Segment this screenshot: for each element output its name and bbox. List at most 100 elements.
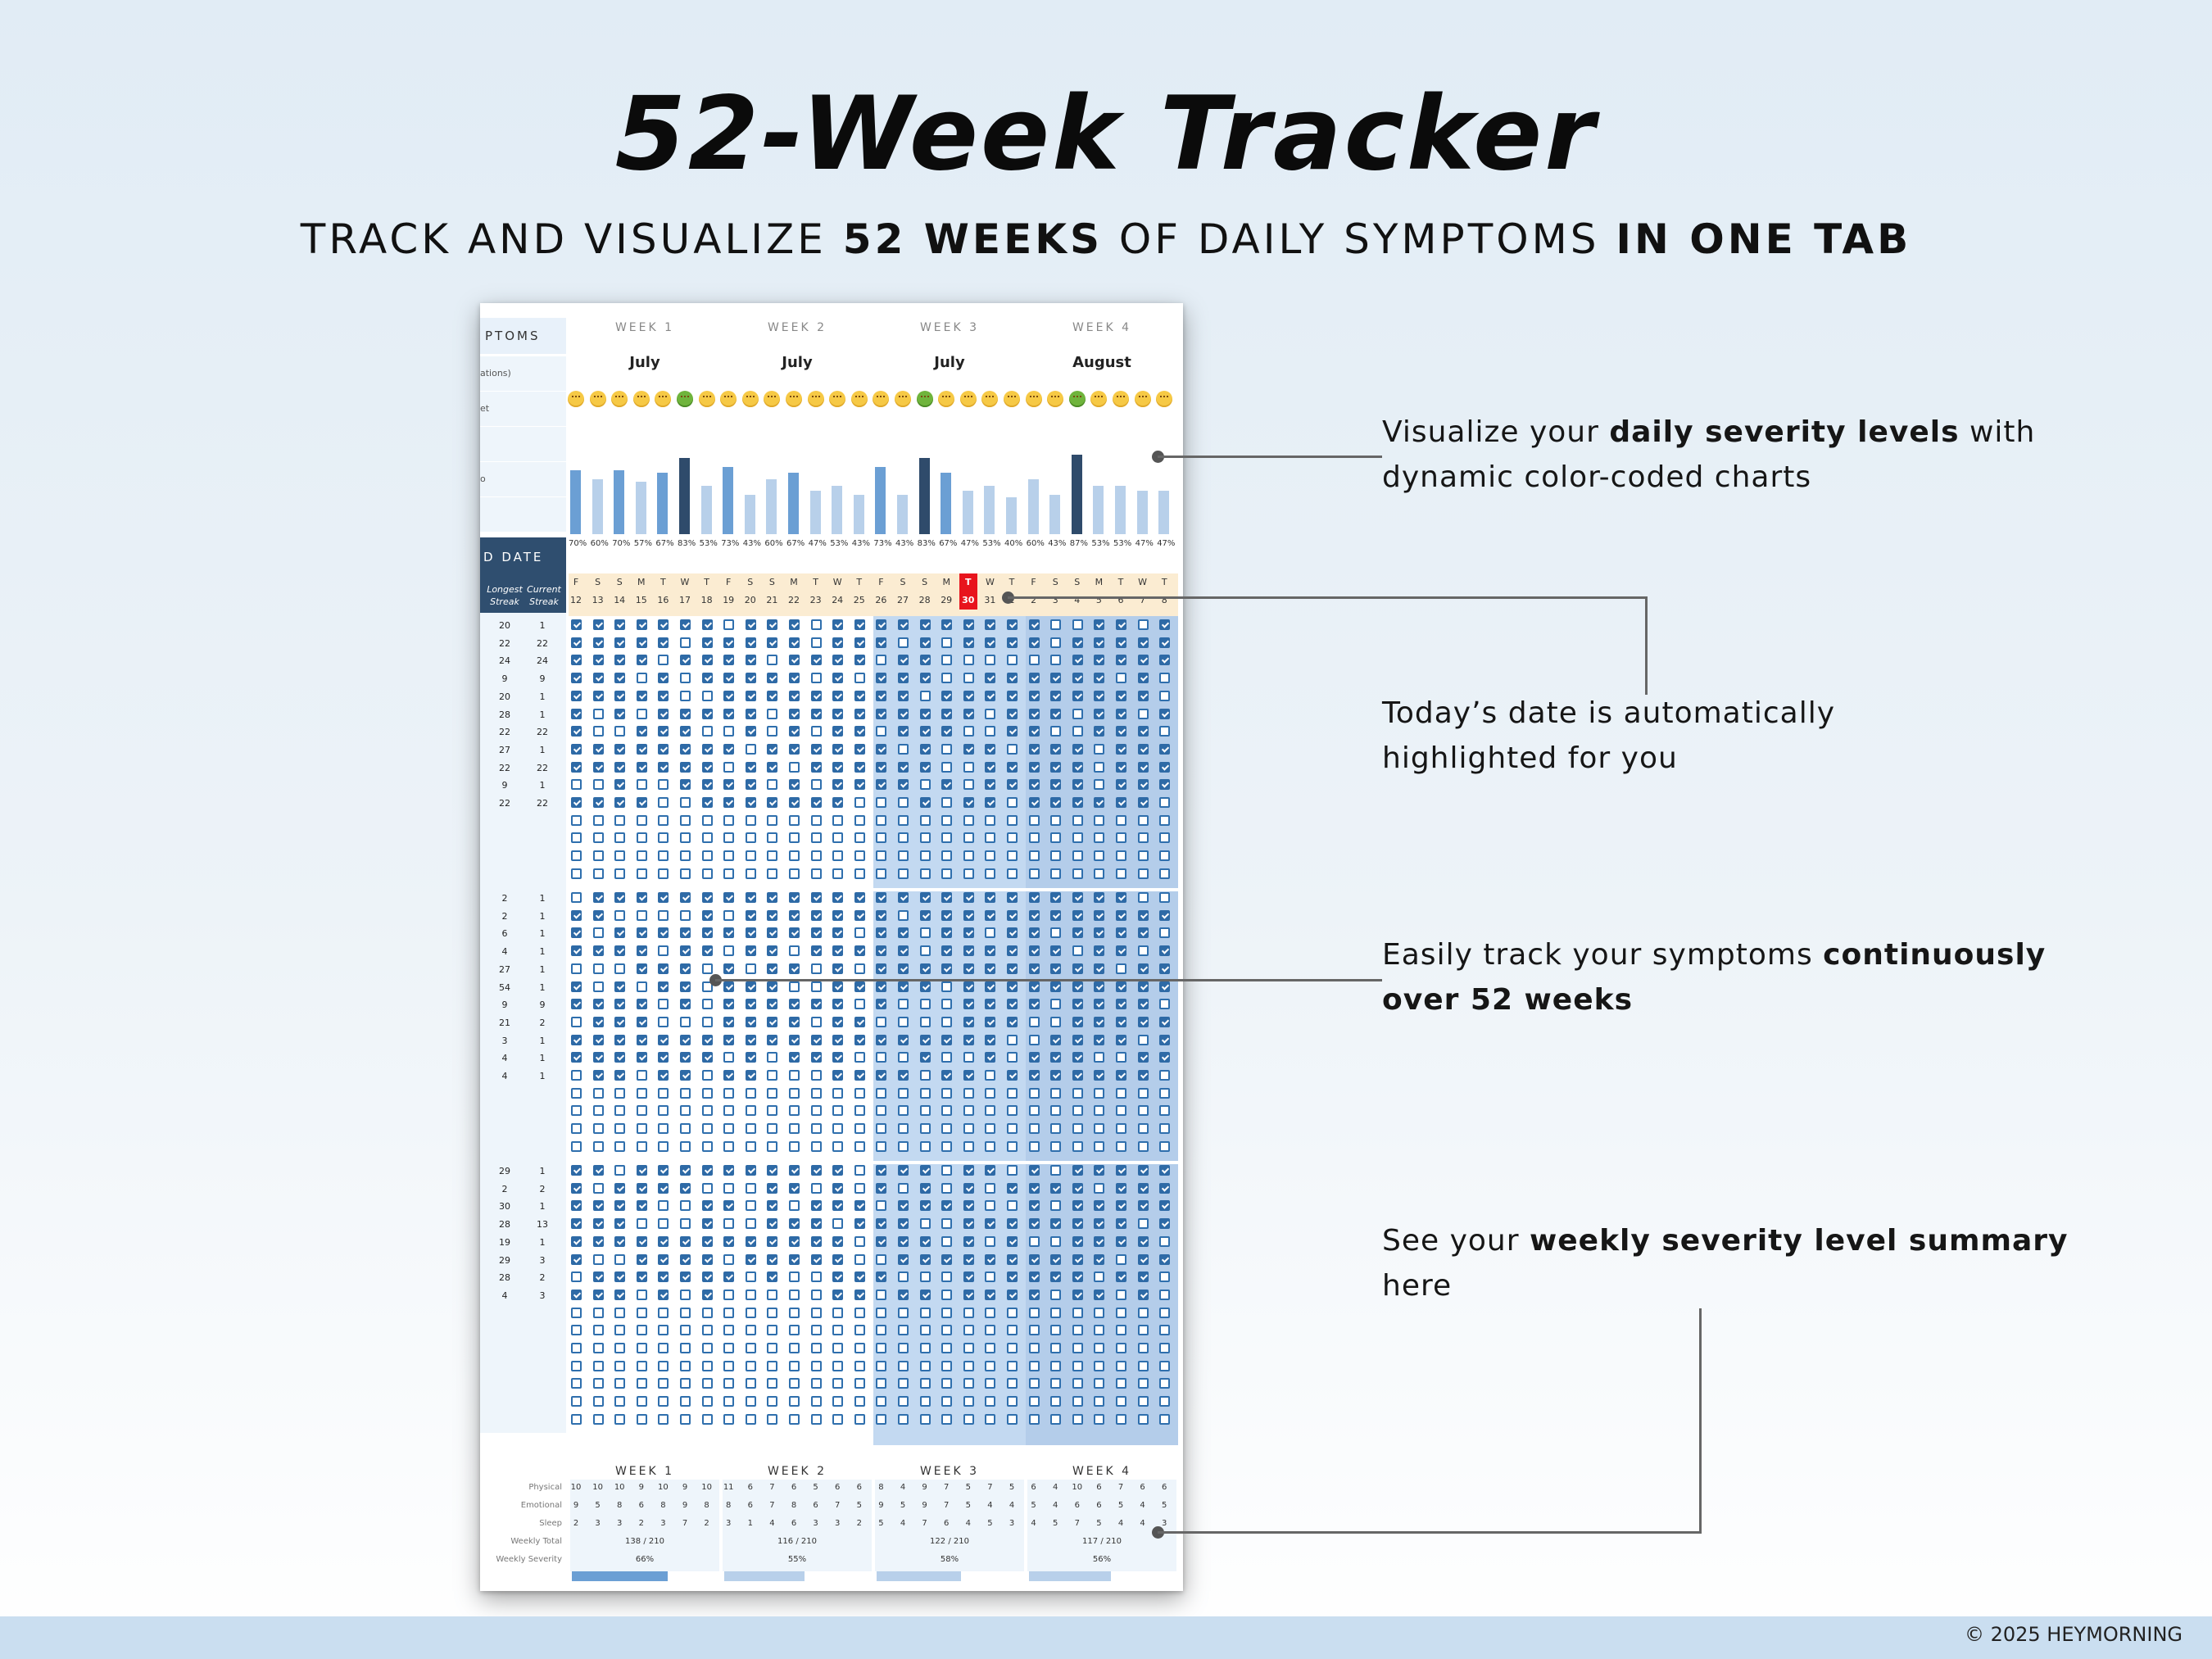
symptom-checkbox[interactable] [876,963,887,974]
symptom-checkbox[interactable] [854,1034,865,1045]
symptom-checkbox[interactable] [592,1182,604,1194]
symptom-checkbox[interactable] [919,1325,931,1336]
symptom-checkbox[interactable] [876,981,887,992]
symptom-checkbox[interactable] [571,673,582,684]
symptom-checkbox[interactable] [810,708,822,719]
symptom-checkbox[interactable] [854,637,865,648]
symptom-checkbox[interactable] [941,1087,953,1099]
symptom-checkbox[interactable] [876,1307,887,1318]
symptom-checkbox[interactable] [592,1343,604,1353]
symptom-checkbox[interactable] [658,655,669,666]
symptom-checkbox[interactable] [1137,779,1149,791]
symptom-checkbox[interactable] [810,1182,822,1194]
symptom-checkbox[interactable] [1007,1413,1018,1425]
symptom-checkbox[interactable] [723,1218,735,1230]
symptom-checkbox[interactable] [658,1307,669,1318]
symptom-checkbox[interactable] [876,892,887,903]
symptom-checkbox[interactable] [1094,832,1105,844]
symptom-checkbox[interactable] [985,797,996,808]
symptom-checkbox[interactable] [767,1087,778,1099]
symptom-checkbox[interactable] [767,619,778,630]
symptom-checkbox[interactable] [680,673,691,684]
symptom-checkbox[interactable] [854,1016,865,1027]
symptom-checkbox[interactable] [898,945,909,957]
symptom-checkbox[interactable] [963,832,974,844]
symptom-checkbox[interactable] [636,743,647,755]
symptom-checkbox[interactable] [832,927,844,939]
symptom-checkbox[interactable] [767,1378,778,1389]
symptom-checkbox[interactable] [810,726,822,737]
symptom-checkbox[interactable] [636,673,647,684]
symptom-checkbox[interactable] [636,619,647,630]
symptom-checkbox[interactable] [919,1140,931,1152]
symptom-checkbox[interactable] [941,1070,953,1081]
symptom-checkbox[interactable] [1159,1271,1171,1283]
symptom-checkbox[interactable] [1072,619,1083,630]
symptom-checkbox[interactable] [680,708,691,719]
symptom-checkbox[interactable] [701,797,713,808]
symptom-checkbox[interactable] [658,1105,669,1117]
symptom-checkbox[interactable] [1007,1123,1018,1135]
symptom-checkbox[interactable] [832,832,844,844]
symptom-checkbox[interactable] [1137,927,1149,939]
symptom-checkbox[interactable] [701,1343,713,1353]
symptom-checkbox[interactable] [723,743,735,755]
symptom-checkbox[interactable] [789,726,800,737]
symptom-checkbox[interactable] [832,1182,844,1194]
symptom-checkbox[interactable] [963,892,974,903]
symptom-checkbox[interactable] [941,1016,953,1027]
symptom-checkbox[interactable] [1094,999,1105,1010]
symptom-checkbox[interactable] [789,743,800,755]
symptom-checkbox[interactable] [832,1087,844,1099]
symptom-checkbox[interactable] [1050,1235,1062,1247]
symptom-checkbox[interactable] [592,1016,604,1027]
symptom-checkbox[interactable] [876,1052,887,1063]
symptom-checkbox[interactable] [636,1360,647,1371]
symptom-checkbox[interactable] [1116,892,1126,903]
symptom-checkbox[interactable] [789,673,800,684]
symptom-checkbox[interactable] [1072,797,1083,808]
symptom-checkbox[interactable] [1028,963,1040,974]
symptom-checkbox[interactable] [1116,1253,1126,1265]
symptom-checkbox[interactable] [789,1165,800,1176]
symptom-checkbox[interactable] [1050,655,1062,666]
symptom-checkbox[interactable] [680,963,691,974]
symptom-checkbox[interactable] [810,673,822,684]
symptom-checkbox[interactable] [1072,726,1083,737]
symptom-checkbox[interactable] [571,637,582,648]
symptom-checkbox[interactable] [810,927,822,939]
symptom-checkbox[interactable] [658,726,669,737]
symptom-checkbox[interactable] [941,868,953,879]
symptom-checkbox[interactable] [767,708,778,719]
symptom-checkbox[interactable] [985,850,996,862]
symptom-checkbox[interactable] [614,637,626,648]
symptom-checkbox[interactable] [701,850,713,862]
symptom-checkbox[interactable] [832,1307,844,1318]
symptom-checkbox[interactable] [1072,1087,1083,1099]
symptom-checkbox[interactable] [854,1343,865,1353]
symptom-checkbox[interactable] [701,814,713,826]
symptom-checkbox[interactable] [1028,1105,1040,1117]
symptom-checkbox[interactable] [789,655,800,666]
symptom-checkbox[interactable] [1050,927,1062,939]
symptom-checkbox[interactable] [919,1253,931,1265]
symptom-checkbox[interactable] [592,655,604,666]
symptom-checkbox[interactable] [767,1396,778,1407]
symptom-checkbox[interactable] [832,1343,844,1353]
symptom-checkbox[interactable] [963,1307,974,1318]
symptom-checkbox[interactable] [745,637,756,648]
symptom-checkbox[interactable] [1137,1087,1149,1099]
symptom-checkbox[interactable] [571,1140,582,1152]
symptom-checkbox[interactable] [1137,1200,1149,1212]
symptom-checkbox[interactable] [1137,1378,1149,1389]
symptom-checkbox[interactable] [941,1253,953,1265]
symptom-checkbox[interactable] [571,868,582,879]
symptom-checkbox[interactable] [680,1087,691,1099]
symptom-checkbox[interactable] [1072,1105,1083,1117]
symptom-checkbox[interactable] [636,1325,647,1336]
symptom-checkbox[interactable] [898,909,909,921]
symptom-checkbox[interactable] [876,655,887,666]
symptom-checkbox[interactable] [810,850,822,862]
symptom-checkbox[interactable] [810,743,822,755]
symptom-checkbox[interactable] [810,945,822,957]
